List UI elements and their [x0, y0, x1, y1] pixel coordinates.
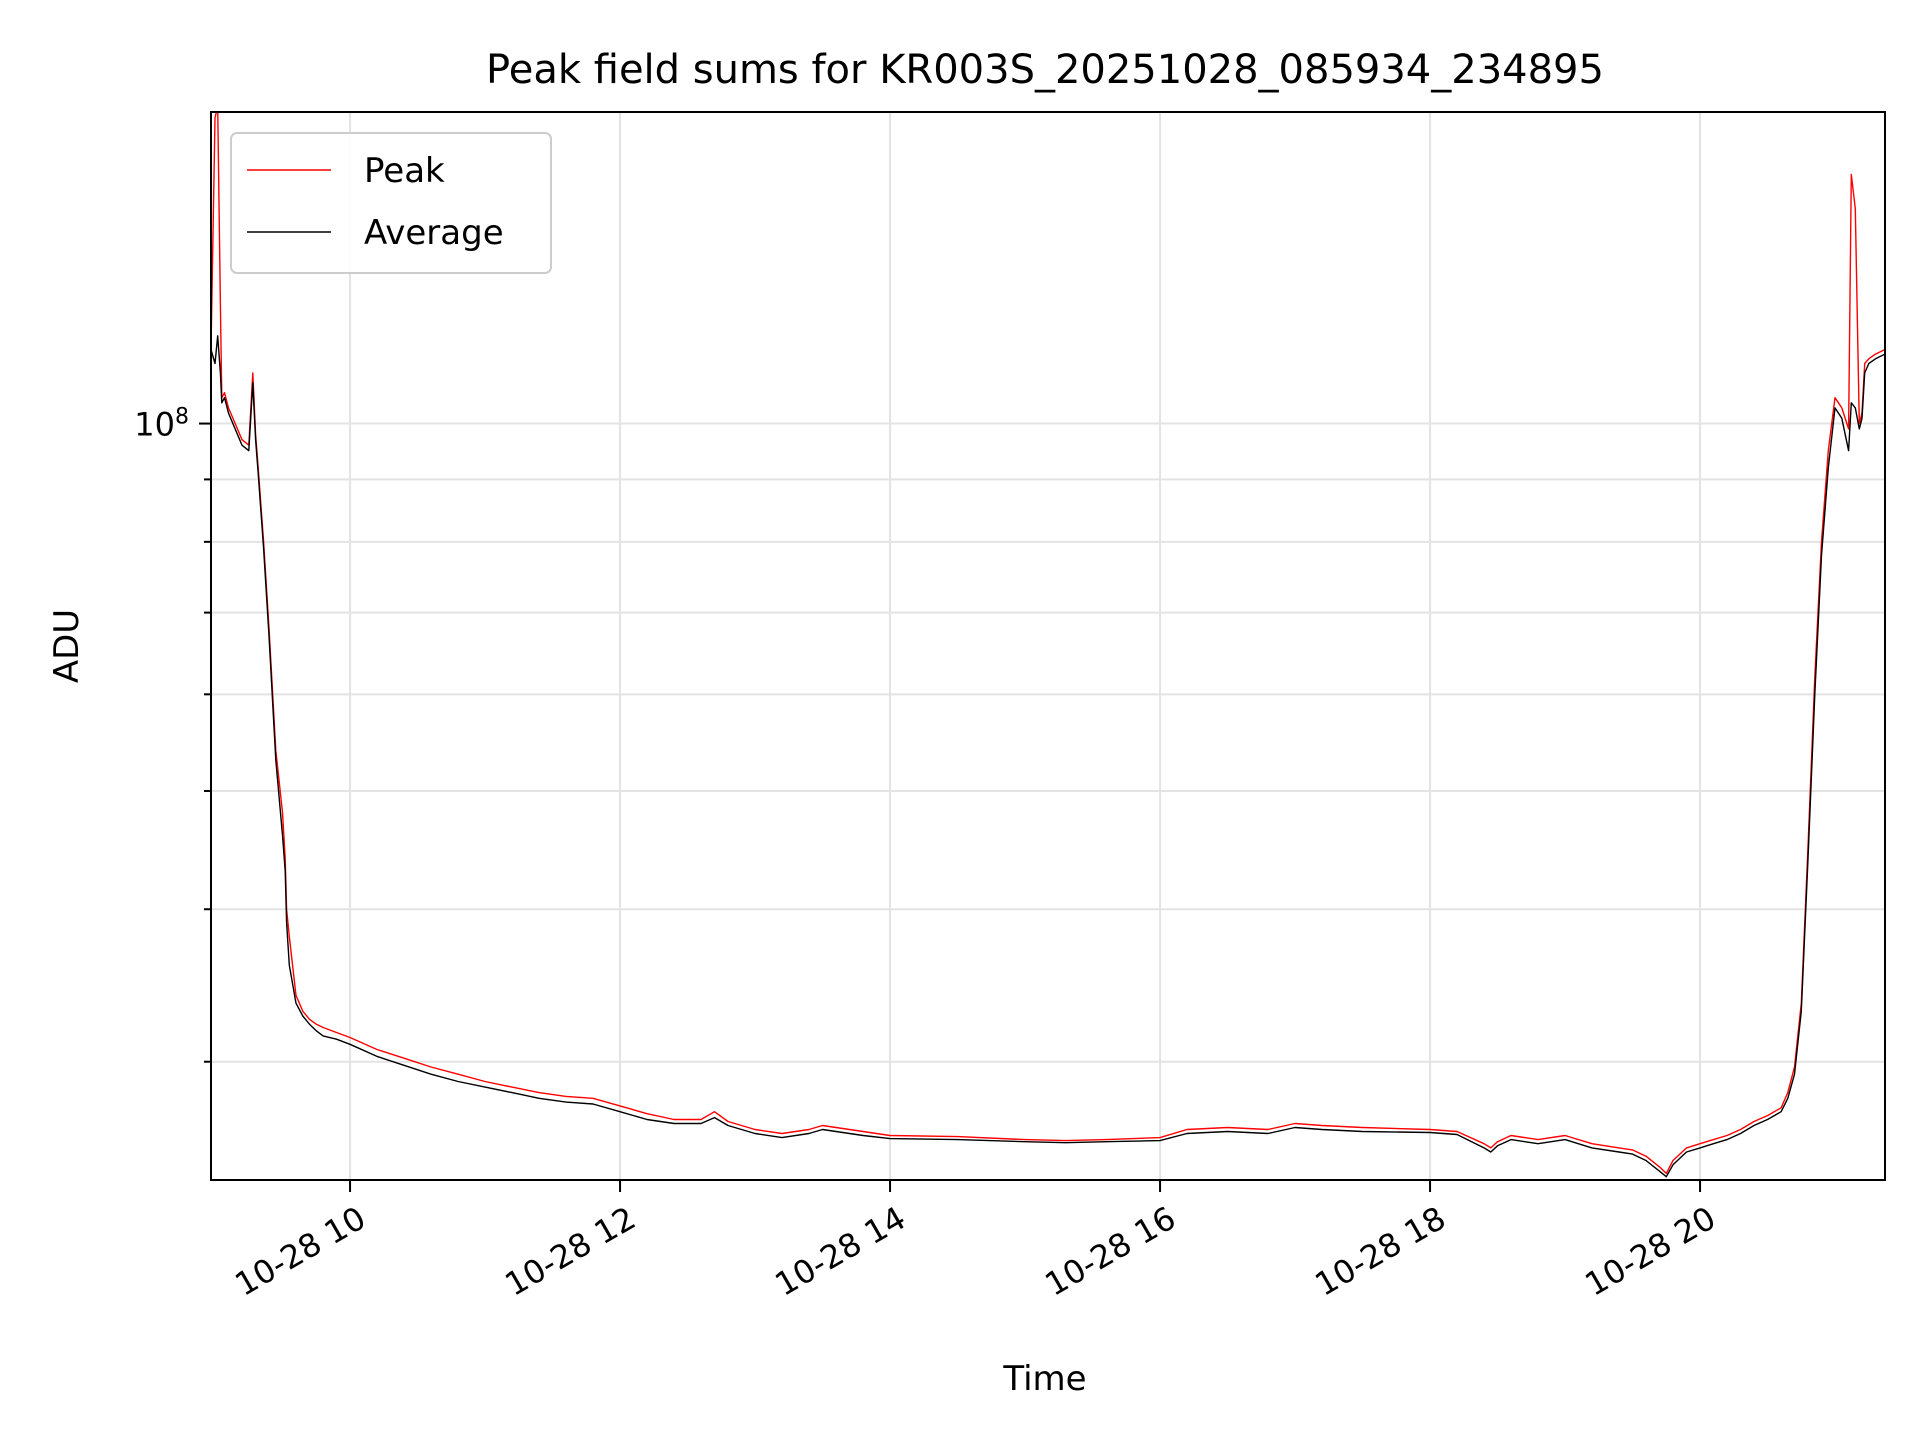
y-axis-label: ADU: [47, 609, 87, 683]
y-tick-label: 108: [134, 404, 189, 444]
x-axis-label: Time: [1002, 1359, 1086, 1399]
chart-title: Peak field sums for KR003S_20251028_0859…: [486, 47, 1604, 93]
legend: Peak Average: [230, 132, 552, 274]
legend-label-average: Average: [364, 213, 504, 253]
grid-lines: [211, 112, 1885, 1180]
legend-box: [230, 132, 552, 274]
legend-label-peak: Peak: [364, 151, 445, 191]
plot-frame: [210, 111, 1886, 1181]
plot-lines: [211, 112, 1885, 1178]
series-line-average: [211, 335, 1885, 1178]
